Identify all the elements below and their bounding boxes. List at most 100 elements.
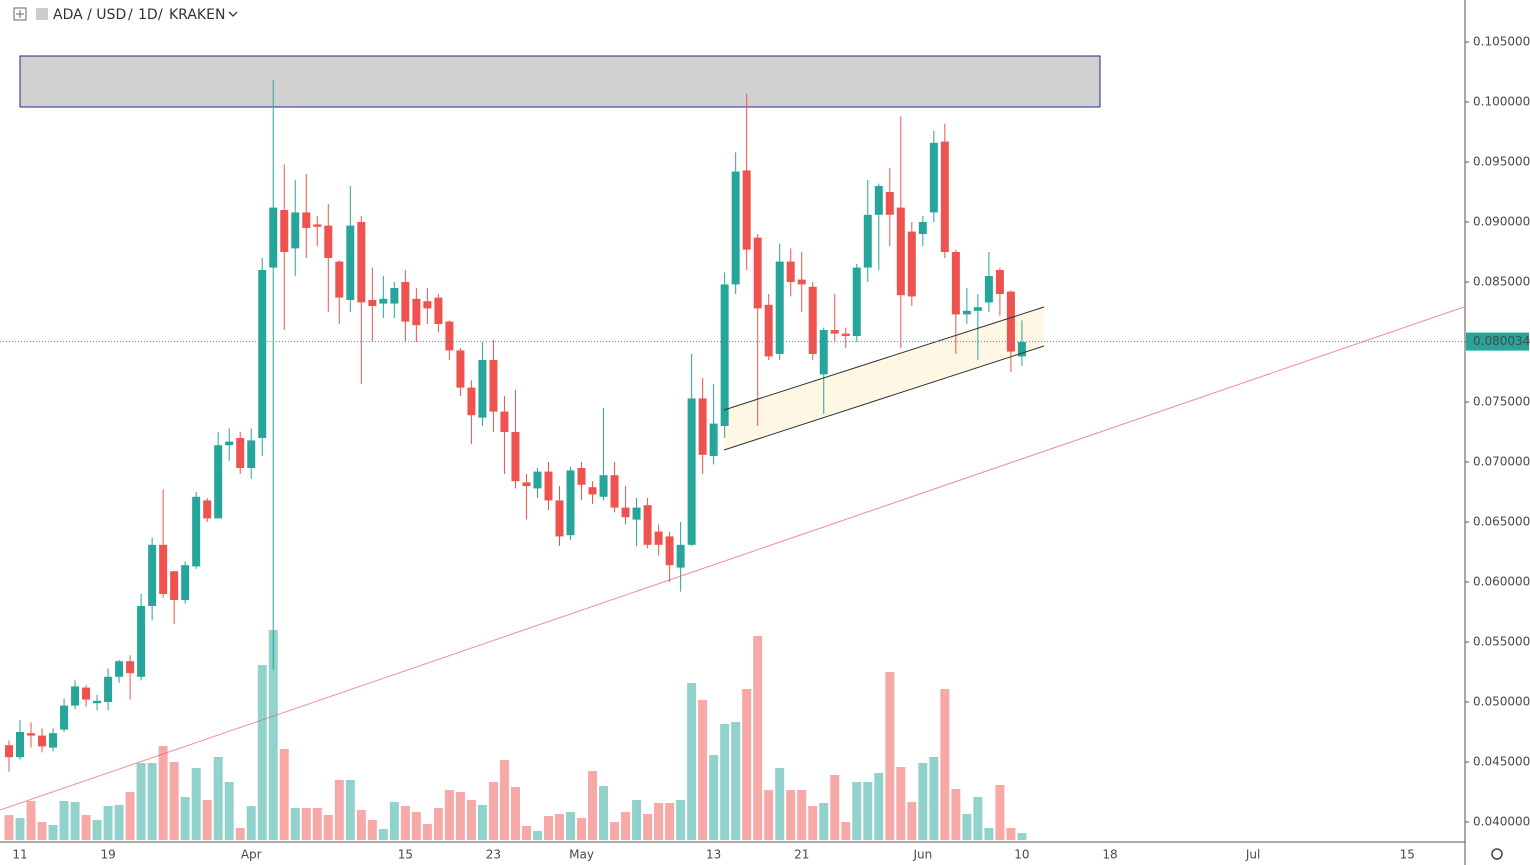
volume-bar xyxy=(224,782,234,840)
volume-bar xyxy=(863,782,873,840)
volume-bar xyxy=(543,816,553,840)
candle-body xyxy=(137,606,146,677)
x-tick-label: May xyxy=(569,848,594,862)
volume-bar xyxy=(48,825,58,840)
candle-body xyxy=(511,432,520,482)
symbol[interactable]: ADA / USD xyxy=(53,7,126,23)
candle-body xyxy=(599,475,608,497)
candle-body xyxy=(192,496,201,567)
volume-bar xyxy=(698,700,708,840)
x-tick-label: 11 xyxy=(12,848,27,862)
candle-body xyxy=(852,267,861,336)
volume-bar xyxy=(367,820,377,840)
volume-bar xyxy=(797,790,807,840)
candle-body xyxy=(676,544,685,568)
candle-body xyxy=(5,745,13,758)
dropdown-caret[interactable] xyxy=(228,11,238,17)
interval[interactable]: 1D xyxy=(138,7,158,23)
candle-body xyxy=(478,360,487,418)
exchange[interactable]: KRAKEN xyxy=(169,7,225,23)
channel-lower xyxy=(723,345,1045,451)
volume-bar xyxy=(268,630,278,840)
plot xyxy=(4,80,1027,840)
volume-bar xyxy=(37,822,47,840)
x-tick-label: Jun xyxy=(912,848,932,862)
candle-body xyxy=(819,330,828,375)
candle-body xyxy=(764,304,773,357)
volume-bar xyxy=(874,773,884,840)
candle-body xyxy=(643,505,652,545)
candle-body xyxy=(104,676,113,702)
volume-bar xyxy=(654,803,664,840)
candle-body xyxy=(522,482,531,486)
volume-bar xyxy=(962,814,972,840)
volume-bar xyxy=(400,806,410,840)
last-price-box xyxy=(1466,332,1529,351)
add-icon[interactable] xyxy=(13,7,27,21)
channel-upper xyxy=(723,306,1045,411)
candle-body xyxy=(60,705,69,730)
candle-body xyxy=(247,440,256,468)
candle-body xyxy=(588,487,597,495)
x-tick-label: 18 xyxy=(1102,848,1117,862)
volume-bar xyxy=(301,808,311,840)
x-tick-label: 21 xyxy=(794,848,809,862)
gear[interactable] xyxy=(1491,848,1503,860)
candle-body xyxy=(984,276,993,303)
volume-bar xyxy=(643,814,653,840)
settings-icon[interactable] xyxy=(1491,848,1503,860)
volume-bar xyxy=(4,815,14,840)
x-tick-label: 23 xyxy=(486,848,501,862)
candle-body xyxy=(940,141,949,252)
volume-bar xyxy=(929,757,939,840)
y-tick-label: 0.075000 xyxy=(1473,395,1530,409)
y-tick-label: 0.095000 xyxy=(1473,155,1530,169)
volume-bar xyxy=(632,800,642,840)
x-tick-label: 19 xyxy=(100,848,115,862)
candle-body xyxy=(379,298,388,304)
candle-body xyxy=(302,212,311,228)
candle-body xyxy=(951,252,960,315)
candle-body xyxy=(49,733,58,748)
candle-body xyxy=(533,471,542,489)
y-tick-label: 0.060000 xyxy=(1473,575,1530,589)
candle-body xyxy=(698,398,707,455)
volume-bar xyxy=(753,636,763,840)
volume-bar xyxy=(466,800,476,840)
volume-bar xyxy=(136,763,146,840)
candle-body xyxy=(126,661,135,674)
candle-body xyxy=(236,438,245,468)
candle-body xyxy=(401,282,410,322)
y-tick-label: 0.085000 xyxy=(1473,275,1530,289)
volume-bar xyxy=(191,768,201,840)
x-tick-label: Jul xyxy=(1245,848,1260,862)
y-tick-label: 0.050000 xyxy=(1473,695,1530,709)
candle-body xyxy=(214,445,223,519)
x-tick-label: Apr xyxy=(241,848,262,862)
volume-bar xyxy=(896,767,906,840)
candle-body xyxy=(610,475,619,508)
candle-body xyxy=(995,270,1004,294)
candle-body xyxy=(203,500,212,519)
x-tick-label: 15 xyxy=(398,848,413,862)
candle-body xyxy=(566,470,575,536)
volume-bar xyxy=(588,771,598,840)
candle-body xyxy=(907,231,916,297)
candle-body xyxy=(973,307,982,311)
candle-body xyxy=(577,468,586,485)
y-tick-label: 0.065000 xyxy=(1473,515,1530,529)
volume-bar xyxy=(103,806,113,840)
volume-bar xyxy=(610,822,620,840)
volume-bar xyxy=(180,797,190,840)
candle-body xyxy=(93,700,102,704)
candle-body xyxy=(115,661,124,677)
volume-bar xyxy=(147,763,157,840)
candle-body xyxy=(445,321,454,351)
volume-bar xyxy=(984,828,994,840)
candle-body xyxy=(742,170,751,250)
candle-body xyxy=(291,212,300,249)
candle-body xyxy=(797,279,806,285)
candle-body xyxy=(16,732,25,758)
